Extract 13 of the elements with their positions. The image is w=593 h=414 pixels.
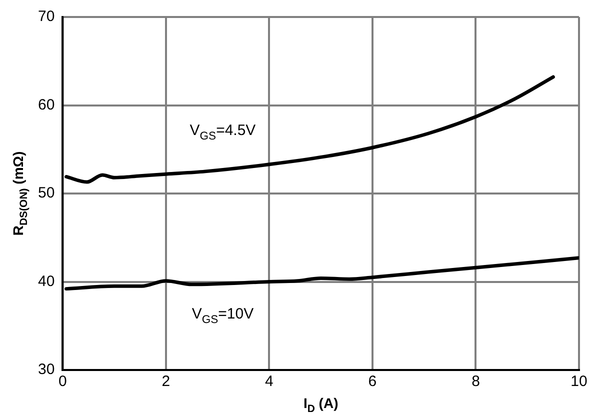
y-tick-label: 40: [38, 272, 55, 290]
y-tick-label: 60: [38, 96, 55, 114]
y-tick-label: 50: [38, 184, 55, 202]
x-tick-label: 2: [162, 373, 170, 390]
line-series: [64, 75, 555, 184]
x-tick-label: 6: [368, 373, 377, 390]
x-tick-label: 4: [265, 373, 274, 390]
y-tick-label: 30: [38, 361, 55, 378]
x-tick-label: 10: [570, 373, 588, 390]
x-tick-label: 0: [58, 373, 67, 390]
y-axis-title: RDS(ON) (mΩ): [10, 151, 30, 236]
x-tick-label: 8: [472, 373, 480, 390]
y-tick-label: 70: [38, 8, 55, 26]
